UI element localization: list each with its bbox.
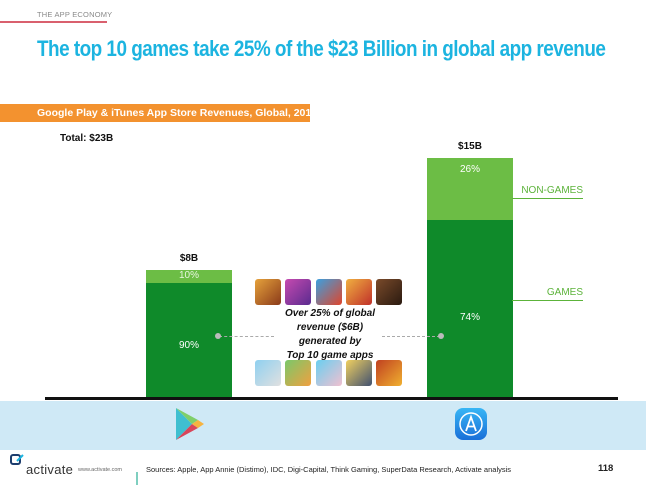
data-label: 74% — [459, 312, 480, 324]
data-label: 10% — [178, 270, 199, 282]
section-rule — [0, 21, 107, 23]
total-label: Total: $23B — [60, 133, 114, 144]
callout-text: Over 25% of global revenue ($6B) generat… — [272, 307, 388, 363]
activate-logo-icon — [10, 454, 24, 465]
disney-tsum-tsum-icon — [316, 360, 342, 386]
brand-url[interactable]: www.activate.com — [78, 467, 123, 473]
candy-crush-icon — [316, 279, 342, 305]
clash-of-clans-icon — [255, 279, 281, 305]
callout-line-right — [382, 336, 440, 337]
footer-divider — [136, 472, 138, 485]
hay-day-icon — [255, 360, 281, 386]
dragon-icon — [376, 360, 402, 386]
legend-games: GAMES — [512, 287, 583, 302]
data-label: 90% — [178, 340, 199, 352]
legend-non-games: NON-GAMES — [512, 185, 583, 199]
store-band — [0, 401, 646, 450]
bar-segment-non-games — [427, 158, 513, 221]
page-number: 118 — [598, 463, 614, 474]
callout-line-left — [219, 336, 274, 337]
callout-dot-left — [215, 333, 221, 339]
callout-dot-right — [438, 333, 444, 339]
sources-note: Sources: Apple, App Annie (Distimo), IDC… — [146, 465, 512, 474]
data-label: 26% — [459, 164, 480, 175]
bar-segment-games — [146, 282, 232, 398]
bar-segment-non-games — [146, 270, 232, 283]
section-label: THE APP ECONOMY — [37, 10, 113, 19]
callout-line: revenue ($6B) — [296, 322, 364, 333]
google-play-icon — [176, 408, 204, 440]
quiz-rpg-icon — [346, 360, 372, 386]
monster-strike-icon — [346, 279, 372, 305]
brand-name: activate — [26, 462, 74, 477]
chart-subtitle: Google Play & iTunes App Store Revenues,… — [0, 104, 317, 122]
app-store-icon — [455, 408, 487, 440]
callout-line: Top 10 game apps — [286, 350, 374, 361]
game-of-war-icon — [376, 279, 402, 305]
callout-line: generated by — [298, 336, 362, 347]
puzzle-and-dragons-icon — [285, 279, 311, 305]
chart-baseline — [45, 397, 618, 400]
total-label: $8B — [179, 253, 199, 264]
bar-segment-games — [427, 220, 513, 398]
callout-line: Over 25% of global — [284, 308, 376, 319]
candy-crush-soda-icon — [285, 360, 311, 386]
page-title: The top 10 games take 25% of the $23 Bil… — [37, 36, 606, 61]
total-label: $15B — [458, 141, 482, 152]
